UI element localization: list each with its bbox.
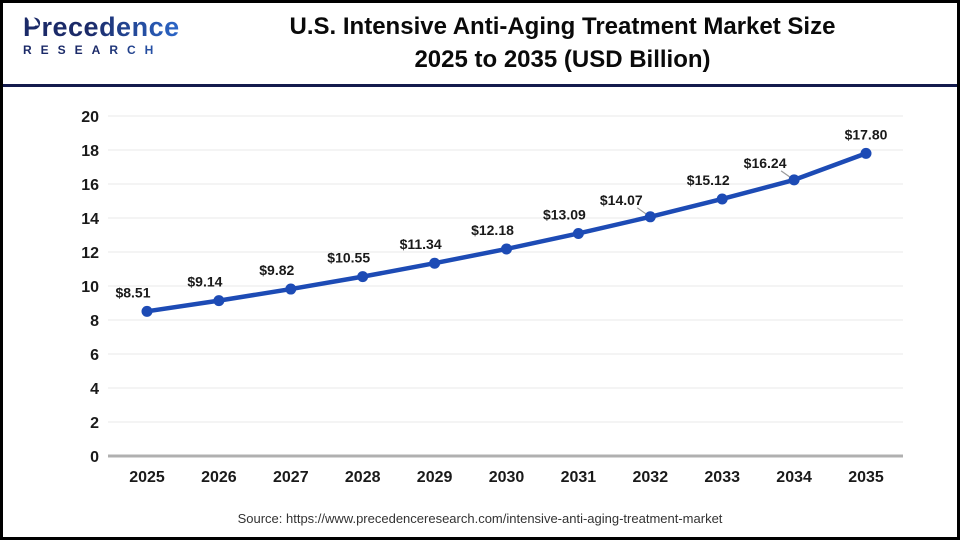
title-line-1: U.S. Intensive Anti-Aging Treatment Mark… [289,13,836,40]
svg-text:$14.07: $14.07 [600,192,643,208]
svg-text:2027: 2027 [273,469,309,486]
svg-text:4: 4 [90,381,99,398]
svg-text:$10.55: $10.55 [327,250,370,266]
svg-text:2: 2 [90,415,99,432]
svg-text:10: 10 [81,279,99,296]
svg-text:6: 6 [90,347,99,364]
precedence-logo: Precedence RESEARCH [23,12,193,57]
svg-text:2026: 2026 [201,469,237,486]
svg-text:2032: 2032 [633,469,669,486]
svg-text:12: 12 [81,245,99,262]
source-attribution: Source: https://www.precedenceresearch.c… [237,511,723,526]
svg-text:2035: 2035 [848,469,884,486]
svg-text:0: 0 [90,449,99,466]
chart-title: U.S. Intensive Anti-Aging Treatment Mark… [178,10,947,76]
svg-text:2029: 2029 [417,469,453,486]
svg-text:2031: 2031 [561,469,597,486]
svg-text:$17.80: $17.80 [845,126,888,142]
svg-text:20: 20 [81,109,99,126]
svg-text:$8.51: $8.51 [115,284,150,300]
svg-text:2028: 2028 [345,469,381,486]
svg-text:$15.12: $15.12 [687,172,730,188]
svg-text:$9.82: $9.82 [259,262,294,278]
svg-text:$13.09: $13.09 [543,206,586,222]
line-chart: 0 2 4 6 8 10 12 14 16 18 20 2025 2026 2027 2028 2029 203… [81,109,903,486]
svg-text:2030: 2030 [489,469,525,486]
svg-text:2033: 2033 [704,469,740,486]
svg-text:2034: 2034 [776,469,812,486]
svg-text:14: 14 [81,211,99,228]
svg-text:$16.24: $16.24 [744,155,787,171]
svg-text:$11.34: $11.34 [400,236,442,252]
svg-text:$9.14: $9.14 [187,274,222,290]
svg-text:16: 16 [81,177,99,194]
logo-brand-text: Precedence [23,12,193,42]
svg-text:2025: 2025 [129,469,165,486]
title-line-2: 2025 to 2035 (USD Billion) [414,46,711,73]
svg-text:8: 8 [90,313,99,330]
svg-text:$12.18: $12.18 [471,222,514,238]
svg-text:18: 18 [81,143,99,160]
header-divider [3,84,957,87]
logo-research-text: RESEARCH [23,43,193,57]
